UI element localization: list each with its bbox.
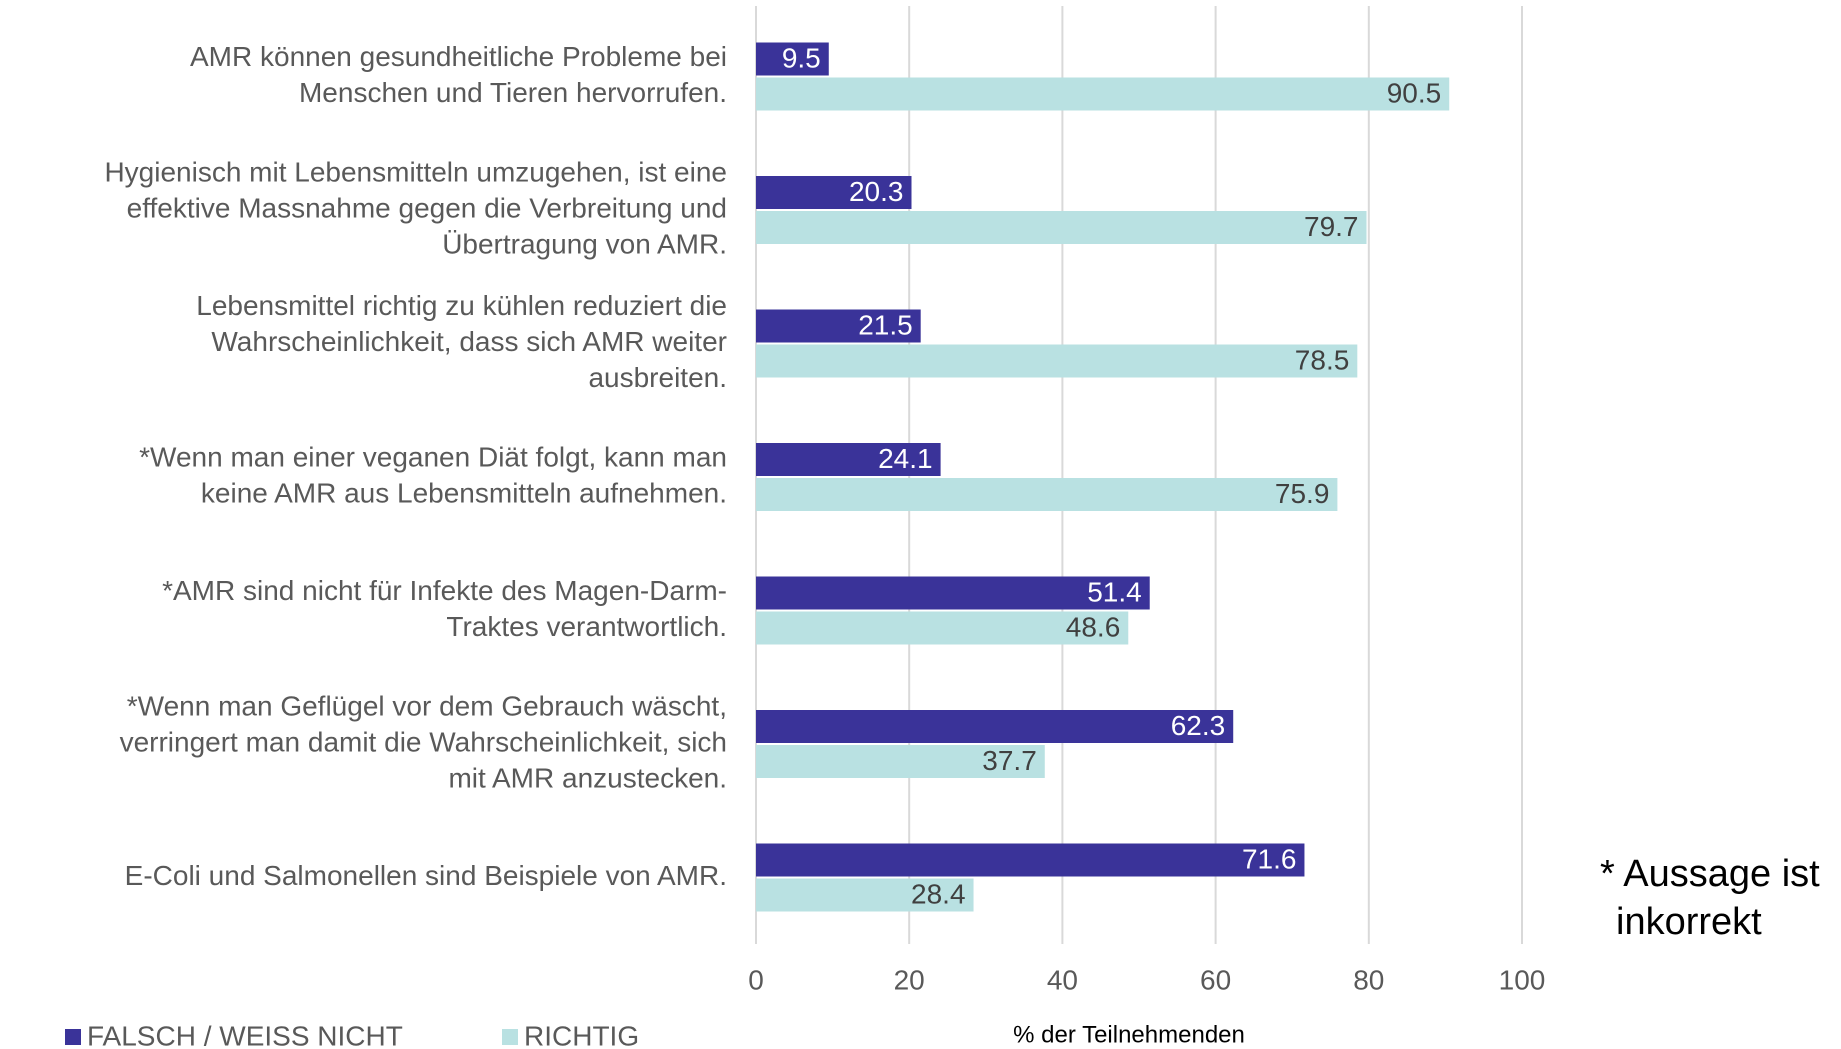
y-tick-label: E-Coli und Salmonellen sind Beispiele vo…	[125, 860, 727, 891]
value-label: 48.6	[1066, 611, 1121, 642]
value-label: 90.5	[1387, 77, 1442, 108]
value-label: 62.3	[1171, 710, 1226, 741]
bar	[756, 710, 1234, 743]
bar	[756, 443, 941, 476]
y-tick-label: *AMR sind nicht für Infekte des Magen-Da…	[162, 575, 727, 606]
bar	[756, 309, 921, 343]
y-tick-label: effektive Massnahme gegen die Verbreitun…	[127, 192, 727, 223]
x-tick-label: 80	[1353, 964, 1384, 995]
bar	[756, 478, 1338, 511]
bar	[756, 176, 912, 209]
y-tick-label: Traktes verantwortlich.	[446, 611, 727, 642]
bar	[756, 843, 1305, 877]
y-tick-label: Hygienisch mit Lebensmitteln umzugehen, …	[104, 156, 727, 187]
x-tick-label: 100	[1499, 964, 1546, 995]
bar	[756, 344, 1358, 378]
annotation: * Aussage ist	[1600, 853, 1820, 895]
value-label: 37.7	[982, 745, 1037, 776]
value-label: 51.4	[1087, 576, 1142, 607]
value-label: 20.3	[849, 176, 904, 207]
y-tick-label: Übertragung von AMR.	[442, 228, 727, 259]
y-tick-label: ausbreiten.	[588, 362, 727, 393]
x-tick-label: 60	[1200, 964, 1231, 995]
value-label: 75.9	[1275, 478, 1330, 509]
value-label: 71.6	[1242, 843, 1297, 874]
bar	[756, 576, 1150, 610]
value-label: 79.7	[1304, 211, 1359, 242]
value-label: 28.4	[911, 878, 966, 909]
y-tick-label: verringert man damit die Wahrscheinlichk…	[120, 726, 727, 757]
value-label: 78.5	[1295, 344, 1350, 375]
y-tick-label: keine AMR aus Lebensmitteln aufnehmen.	[201, 477, 727, 508]
annotation: inkorrekt	[1616, 901, 1762, 943]
y-tick-label: mit AMR anzustecken.	[448, 762, 727, 793]
legend-label: FALSCH / WEISS NICHT	[87, 1020, 403, 1049]
y-tick-label: Menschen und Tieren hervorrufen.	[299, 77, 727, 108]
bar	[756, 878, 974, 912]
legend-label: RICHTIG	[524, 1020, 639, 1049]
bar	[756, 211, 1367, 244]
value-label: 24.1	[878, 443, 933, 474]
legend-swatch	[502, 1029, 518, 1045]
x-tick-label: 40	[1047, 964, 1078, 995]
x-tick-label: 0	[748, 964, 764, 995]
y-tick-label: *Wenn man Geflügel vor dem Gebrauch wäsc…	[127, 690, 727, 721]
bar	[756, 42, 829, 76]
value-label: 21.5	[858, 309, 913, 340]
x-axis-title: % der Teilnehmenden	[1013, 1021, 1245, 1048]
bar	[756, 745, 1045, 778]
y-tick-label: Wahrscheinlichkeit, dass sich AMR weiter	[211, 326, 727, 357]
value-label: 9.5	[782, 42, 821, 73]
bar	[756, 611, 1129, 645]
y-tick-label: Lebensmittel richtig zu kühlen reduziert…	[196, 290, 727, 321]
bar	[756, 77, 1450, 111]
y-tick-label: *Wenn man einer veganen Diät folgt, kann…	[139, 441, 727, 472]
y-tick-label: AMR können gesundheitliche Probleme bei	[190, 41, 727, 72]
x-tick-label: 20	[894, 964, 925, 995]
legend-swatch	[65, 1029, 81, 1045]
